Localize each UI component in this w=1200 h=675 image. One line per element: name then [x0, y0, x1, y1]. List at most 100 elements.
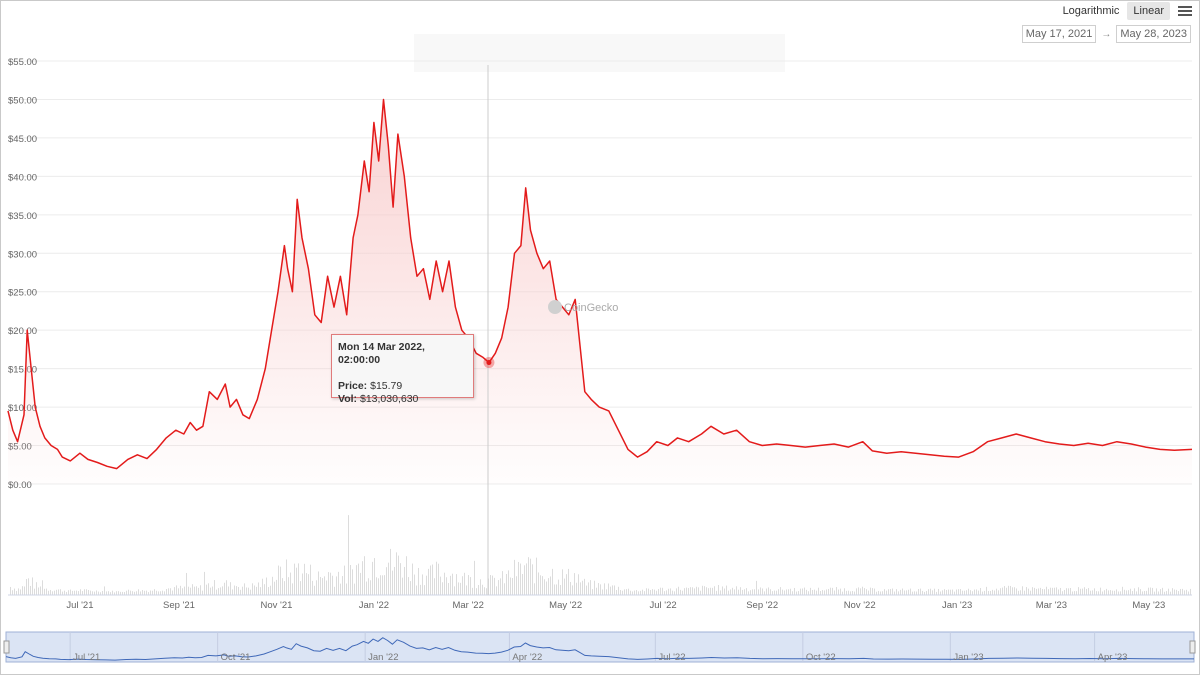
volume-bar: [78, 591, 79, 595]
volume-bar: [582, 580, 583, 595]
volume-bar: [428, 568, 429, 595]
volume-bar: [144, 590, 145, 595]
volume-bar: [738, 589, 739, 595]
volume-bar: [1100, 587, 1101, 595]
volume-bar: [730, 589, 731, 595]
volume-bar: [908, 589, 909, 595]
volume-bar: [630, 590, 631, 595]
volume-bar: [76, 590, 77, 595]
volume-bar: [878, 590, 879, 595]
volume-bar: [750, 590, 751, 595]
volume-bar: [960, 589, 961, 595]
date-from-input[interactable]: May 17, 2021: [1021, 25, 1097, 43]
volume-bar: [330, 572, 331, 595]
volume-bar: [220, 587, 221, 595]
volume-bar: [80, 589, 81, 595]
volume-bar: [724, 588, 725, 595]
navigator-left-handle[interactable]: [3, 640, 10, 654]
volume-bar: [502, 571, 503, 595]
volume-bar: [948, 589, 949, 595]
volume-bar: [1014, 587, 1015, 595]
volume-bar: [318, 571, 319, 595]
volume-bar: [990, 590, 991, 595]
volume-bar: [434, 578, 435, 595]
volume-bar: [1092, 590, 1093, 595]
volume-bar: [744, 589, 745, 595]
volume-bar: [278, 565, 279, 595]
volume-bar: [754, 589, 755, 595]
volume-bar: [1036, 588, 1037, 595]
logarithmic-scale-button[interactable]: Logarithmic: [1062, 5, 1120, 17]
volume-bar: [970, 590, 971, 595]
navigator-right-handle[interactable]: [1189, 640, 1196, 654]
volume-bar: [622, 590, 623, 595]
price-tooltip: Mon 14 Mar 2022, 02:00:00 Price: $15.79 …: [331, 334, 474, 405]
volume-bar: [932, 590, 933, 595]
volume-bar: [734, 589, 735, 595]
volume-bar: [624, 589, 625, 595]
volume-bar: [810, 587, 811, 595]
volume-bar: [146, 590, 147, 595]
volume-bar: [350, 564, 351, 595]
volume-bar: [444, 572, 445, 595]
volume-bar: [94, 591, 95, 595]
volume-bar: [700, 590, 701, 595]
volume-bar: [482, 584, 483, 595]
volume-bar: [160, 591, 161, 595]
volume-bar: [580, 582, 581, 595]
volume-bar: [556, 584, 557, 595]
volume-bar: [1018, 590, 1019, 595]
x-tick-label: Nov '22: [844, 600, 876, 611]
x-tick-label: Jan '22: [359, 600, 389, 611]
volume-bar: [988, 590, 989, 595]
volume-bar: [534, 583, 535, 595]
volume-bar: [966, 590, 967, 595]
volume-bar: [288, 577, 289, 595]
volume-bar: [1042, 589, 1043, 595]
volume-bar: [1040, 587, 1041, 595]
date-to-input[interactable]: May 28, 2023: [1116, 25, 1191, 43]
volume-bar: [542, 576, 543, 595]
volume-bar: [644, 591, 645, 595]
volume-bar: [714, 586, 715, 595]
volume-bar: [1034, 587, 1035, 595]
volume-bar: [174, 587, 175, 595]
volume-bar: [486, 588, 487, 595]
x-tick-label: Sep '21: [163, 600, 195, 611]
volume-bar: [1166, 591, 1167, 595]
linear-scale-button[interactable]: Linear: [1127, 2, 1170, 20]
y-tick-label: $10.00: [8, 403, 37, 414]
volume-bar: [1132, 591, 1133, 595]
volume-bar: [930, 588, 931, 595]
volume-bar: [824, 590, 825, 595]
volume-bar: [1142, 591, 1143, 595]
volume-bar: [1032, 587, 1033, 595]
volume-bar: [1030, 590, 1031, 595]
volume-bar: [110, 592, 111, 595]
volume-bar: [978, 590, 979, 595]
volume-bar: [626, 589, 627, 595]
volume-bar: [438, 563, 439, 595]
volume-bar: [604, 583, 605, 595]
navigator[interactable]: Jul '21 Oct '21 Jan '22 Apr '22 Jul '22 Oct '…: [3, 631, 1196, 663]
volume-bar: [828, 588, 829, 595]
volume-bar: [846, 590, 847, 595]
volume-bar: [40, 586, 41, 595]
volume-bar: [66, 591, 67, 595]
volume-bar: [854, 591, 855, 595]
volume-bar: [458, 582, 459, 595]
volume-bar: [476, 588, 477, 595]
volume-bar: [1062, 591, 1063, 595]
hamburger-menu-icon[interactable]: [1178, 4, 1192, 16]
volume-bar: [404, 566, 405, 595]
scale-toggle: Logarithmic Linear: [1057, 2, 1170, 20]
volume-bar: [570, 581, 571, 595]
volume-bar: [1134, 588, 1135, 595]
volume-bar: [478, 585, 479, 595]
volume-bar: [696, 586, 697, 595]
volume-bar: [668, 588, 669, 595]
navigator-line: [5, 637, 1194, 661]
volume-bar: [568, 568, 569, 595]
volume-bar: [196, 586, 197, 595]
